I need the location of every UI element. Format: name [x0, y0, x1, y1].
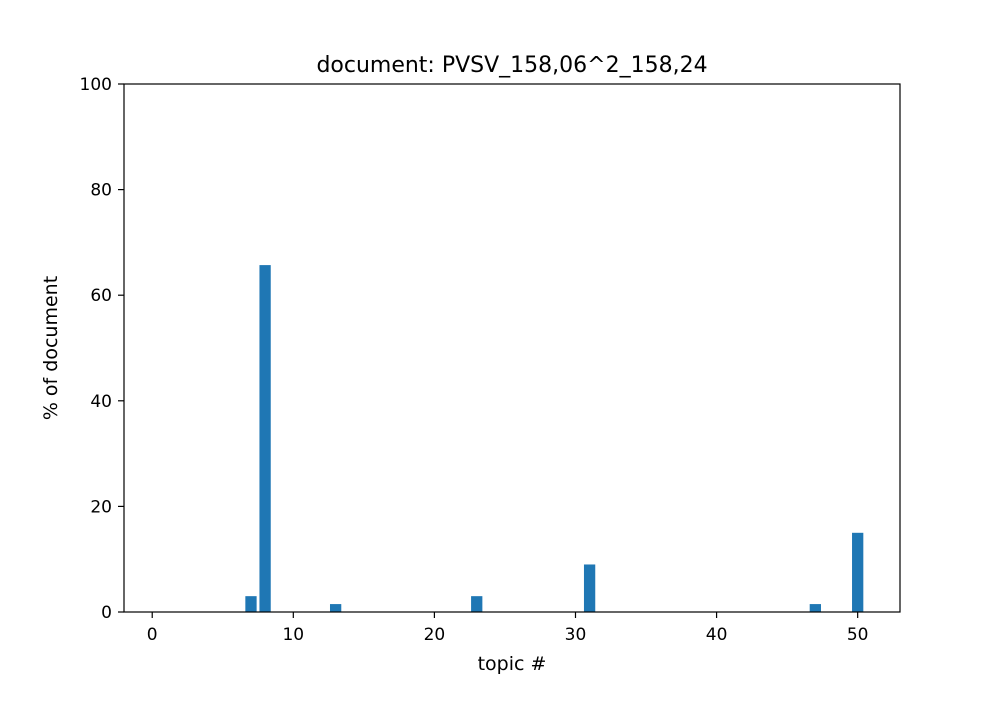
bar-topic-13: [329, 604, 342, 612]
x-tick-label: 50: [847, 625, 869, 645]
bar-topic-8: [259, 265, 271, 612]
x-tick-label: 30: [565, 625, 587, 645]
y-tick-label: 100: [80, 75, 112, 95]
plot-frame: [123, 83, 901, 613]
bar-topic-23: [471, 596, 483, 612]
y-tick-label: 20: [90, 497, 112, 517]
y-tick-label: 40: [90, 392, 112, 412]
bar-topic-31: [583, 564, 596, 612]
y-axis-label: % of document: [40, 276, 62, 420]
x-axis-label: topic #: [478, 653, 547, 675]
x-tick-label: 0: [147, 625, 158, 645]
x-tick-label: 20: [424, 625, 446, 645]
bars-group: [245, 265, 864, 612]
bar-topic-47: [809, 604, 821, 612]
chart-title: document: PVSV_158,06^2_158,24: [316, 53, 707, 78]
y-tick-label: 60: [90, 286, 112, 306]
y-axis-ticks: 0 20 40 60 80 100: [80, 75, 124, 623]
y-tick-label: 0: [101, 603, 112, 623]
y-tick-label: 80: [90, 181, 112, 201]
x-axis-ticks: 0 10 20 30 40 50: [147, 612, 869, 645]
x-tick-label: 10: [282, 625, 304, 645]
bar-topic-7: [245, 596, 257, 612]
x-tick-label: 40: [706, 625, 728, 645]
bar-topic-50: [852, 532, 864, 612]
